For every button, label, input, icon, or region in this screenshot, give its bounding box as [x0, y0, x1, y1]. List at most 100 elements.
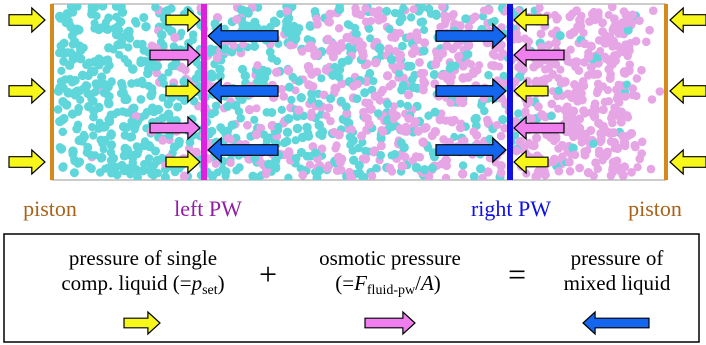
pink-particle: [608, 118, 617, 128]
pink-particle: [628, 84, 638, 93]
pink-particle: [373, 11, 383, 21]
pink-particle: [464, 22, 474, 32]
pink-particle: [580, 150, 590, 160]
cyan-particle: [95, 118, 104, 127]
cyan-particle: [72, 86, 81, 95]
cyan-particle: [118, 88, 128, 98]
pink-particle: [191, 147, 201, 157]
cyan-particle: [274, 122, 283, 131]
cyan-particle: [99, 145, 108, 154]
cyan-particle: [302, 122, 312, 133]
pink-particle: [455, 96, 465, 106]
pink-particle: [499, 49, 508, 58]
cyan-particle: [86, 150, 96, 160]
cyan-particle: [76, 95, 85, 104]
cyan-particle: [104, 114, 114, 125]
pink-particle: [325, 46, 335, 56]
pink-particle: [324, 103, 334, 113]
cyan-particle: [94, 54, 104, 64]
force-arrows: [8, 6, 706, 176]
cyan-particle: [387, 123, 396, 132]
cyan-particle: [352, 94, 362, 104]
pink-particle: [334, 130, 344, 140]
pink-particle: [568, 9, 577, 18]
pink-particle: [496, 168, 506, 178]
blue-arrow-left-icon: [582, 310, 650, 336]
cyan-particle: [237, 5, 248, 15]
pink-particle: [618, 170, 628, 180]
yellow-arrow-right-icon: [8, 77, 46, 105]
cyan-particle: [568, 143, 578, 153]
term2-line1: osmotic pressure: [319, 246, 461, 270]
cyan-particle: [53, 86, 64, 96]
cyan-particle: [220, 44, 230, 54]
blue-arrow-right-icon: [435, 77, 507, 105]
cyan-particle: [157, 153, 167, 163]
cyan-particle: [125, 34, 135, 43]
legend-box: [3, 233, 700, 343]
pink-particle: [574, 66, 584, 75]
pink-particle: [312, 14, 322, 24]
cyan-particle: [416, 4, 427, 13]
pink-particle: [645, 25, 654, 35]
pink-particle: [525, 97, 534, 106]
cyan-particle: [514, 109, 523, 118]
pink-particle: [604, 10, 613, 20]
cyan-particle: [59, 50, 68, 59]
pink-particle: [637, 149, 646, 158]
pink-particle: [395, 50, 405, 60]
cyan-particle: [311, 148, 320, 158]
cyan-particle: [369, 77, 378, 86]
pink-particle: [586, 41, 596, 51]
pink-particle: [613, 144, 623, 154]
pink-particle: [317, 144, 327, 154]
pink-particle: [312, 49, 322, 59]
cyan-particle: [56, 77, 65, 86]
pink-particle: [410, 44, 419, 53]
cyan-particle: [136, 95, 146, 104]
pink-particle: [390, 33, 400, 43]
cyan-particle: [283, 27, 293, 38]
cyan-particle: [334, 4, 345, 15]
cyan-particle: [215, 71, 225, 81]
cyan-particle: [106, 140, 117, 150]
cyan-particle: [66, 22, 76, 32]
cyan-particle: [188, 30, 198, 39]
pink-particle: [619, 111, 628, 121]
cyan-particle: [375, 43, 385, 53]
cyan-particle: [451, 61, 460, 71]
pink-particle: [632, 74, 642, 83]
cyan-particle: [106, 156, 116, 165]
cyan-particle: [227, 120, 237, 130]
pink-particle: [294, 105, 304, 115]
cyan-particle: [265, 47, 275, 57]
pink-particle: [565, 166, 575, 176]
pink-particle: [589, 7, 598, 17]
pink-particle: [441, 173, 451, 180]
pink-particle: [387, 167, 397, 176]
cyan-particle: [138, 166, 148, 176]
cyan-particle: [61, 100, 72, 110]
pink-particle: [376, 88, 386, 97]
yellow-arrow-right-icon: [8, 6, 46, 34]
pink-particle: [223, 134, 233, 143]
pink-particle: [515, 136, 526, 146]
yellow-arrow-right-icon: [165, 78, 201, 104]
cyan-particle: [185, 137, 195, 147]
pink-particle: [551, 132, 561, 142]
pink-particle: [463, 41, 474, 51]
cyan-particle: [140, 160, 149, 169]
cyan-particle: [255, 73, 264, 82]
cyan-particle: [98, 4, 108, 11]
pink-particle: [284, 147, 294, 156]
cyan-particle: [623, 25, 633, 35]
pink-particle: [378, 127, 388, 136]
cyan-particle: [207, 110, 216, 119]
cyan-particle: [215, 64, 225, 75]
pink-particle: [500, 123, 509, 133]
pink-particle: [411, 117, 420, 127]
cyan-particle: [461, 14, 471, 24]
pink-particle: [355, 37, 364, 46]
cyan-particle: [94, 102, 104, 113]
